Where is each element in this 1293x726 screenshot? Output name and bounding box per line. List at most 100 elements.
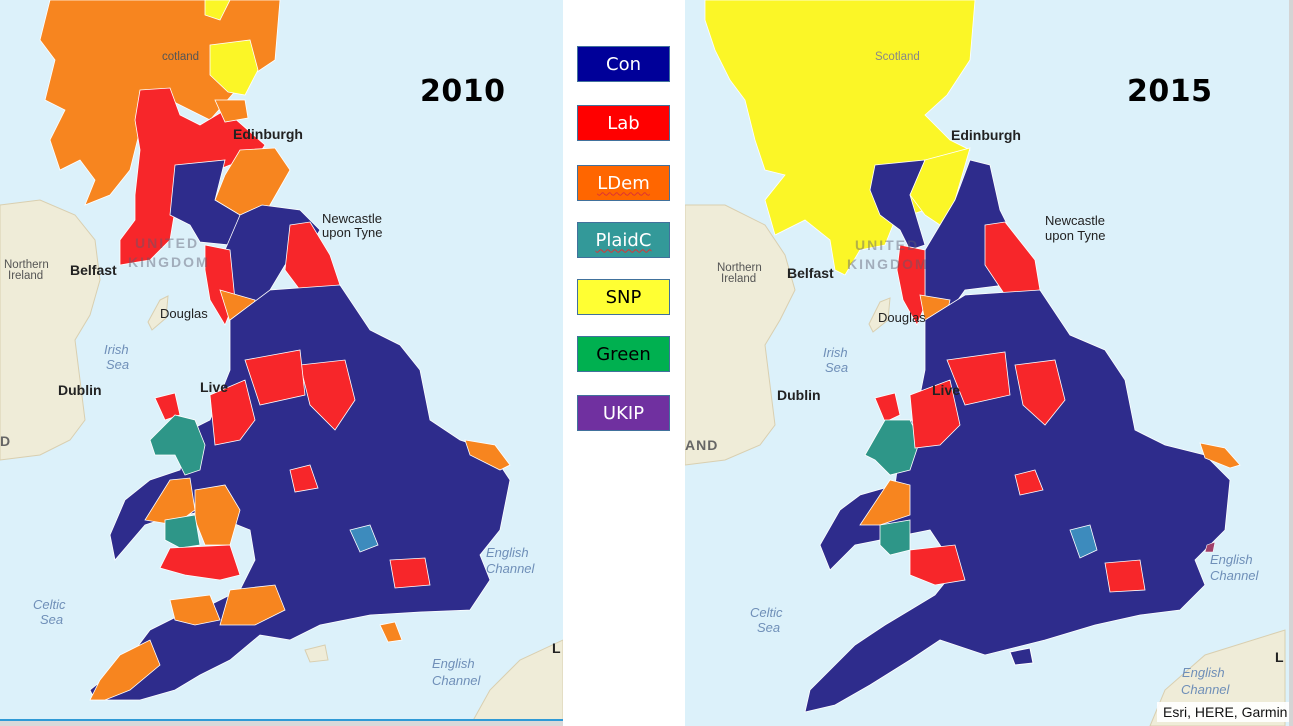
map-2015-canvas [685, 0, 1286, 726]
label-belfast: Belfast [70, 262, 117, 278]
region-carmarthen-plaid [879, 519, 911, 556]
isle-of-wight [1009, 647, 1034, 666]
label-english-channel-1a: English [1210, 552, 1253, 567]
label-edinburgh: Edinburgh [951, 127, 1021, 143]
label-france-partial: L [1275, 649, 1284, 665]
year-label-2010: 2010 [420, 74, 506, 109]
legend-plaidc-label: PlaidC [595, 229, 652, 251]
region-northwest-lab [909, 379, 961, 449]
isle-of-man [147, 295, 169, 331]
label-united: UNITED [135, 235, 200, 251]
region-carmarthen-plaid [164, 514, 201, 549]
region-wells-ldem [219, 584, 286, 626]
legend-ldem-label: LDem [597, 172, 650, 194]
label-english-channel-2a: English [1182, 665, 1225, 680]
right-edge-border [1289, 0, 1293, 726]
legend-green-label: Green [596, 343, 651, 365]
label-ireland-partial: AND [685, 437, 719, 453]
label-newcastle-2: upon Tyne [322, 225, 383, 240]
region-clacton-ukip [1204, 541, 1216, 553]
legend-green: Green [577, 336, 670, 372]
region-snp-north [204, 0, 231, 21]
label-scotland: Scotland [875, 51, 920, 63]
legend-ukip-label: UKIP [602, 402, 645, 424]
region-speaker [349, 524, 379, 553]
legend-con-label: Con [606, 53, 641, 75]
label-belfast: Belfast [787, 265, 834, 281]
label-dublin: Dublin [58, 382, 102, 398]
label-english-channel-1a: English [486, 545, 529, 560]
label-english-channel-2a: English [432, 656, 475, 671]
region-norfolk-ldem [464, 439, 511, 471]
legend-lab-label: Lab [607, 112, 640, 134]
region-anglesey-lab [154, 392, 181, 421]
label-celtic-sea-1: Celtic [33, 597, 66, 612]
region-south-wales-lab [909, 544, 966, 586]
region-south-wales-lab [159, 544, 241, 581]
legend-lab: Lab [577, 105, 670, 141]
label-united: UNITED [855, 237, 920, 253]
isle-of-wight [304, 644, 329, 663]
region-somerset-ldem [169, 594, 221, 626]
legend-snp-label: SNP [605, 286, 642, 308]
label-kingdom: KINGDOM [847, 256, 929, 272]
label-northern-ireland-2: Ireland [721, 273, 757, 285]
label-irish-sea-1: Irish [823, 345, 848, 360]
label-northern-ireland-1: Northern [4, 259, 49, 271]
label-irish-sea-2: Sea [106, 357, 130, 372]
isle-of-man [868, 297, 891, 333]
region-birmingham-lab [289, 464, 319, 493]
label-dublin: Dublin [777, 387, 821, 403]
map-2010[interactable]: 2010 cotland Edinburgh Newcastle upon Ty… [0, 0, 563, 726]
label-douglas: Douglas [878, 310, 926, 325]
label-celtic-sea-1: Celtic [750, 605, 783, 620]
region-eastbourne-ldem [379, 621, 403, 643]
label-celtic-sea-2: Sea [40, 612, 64, 627]
region-norfolk-ldem [1199, 442, 1241, 469]
label-edinburgh: Edinburgh [233, 126, 303, 142]
party-legend: Con Lab LDem PlaidC SNP Green UKIP [563, 0, 685, 726]
label-irish-sea-1: Irish [104, 342, 129, 357]
map-2015[interactable]: 2015 Scotland Edinburgh Newcastle upon T… [685, 0, 1293, 726]
label-celtic-sea-2: Sea [757, 620, 781, 635]
ireland-land [0, 199, 101, 461]
region-fife-ldem [214, 99, 249, 123]
legend-snp: SNP [577, 279, 670, 315]
label-english-channel-2b: Channel [1181, 682, 1230, 697]
region-cornwall-ldem [89, 639, 161, 701]
map-2010-canvas [0, 0, 563, 726]
legend-con: Con [577, 46, 670, 82]
label-newcastle-2: upon Tyne [1045, 228, 1106, 243]
france-land [469, 639, 563, 726]
label-scotland: cotland [162, 51, 200, 63]
region-london-lab [1104, 559, 1146, 593]
label-northern-ireland-1: Northern [717, 262, 762, 274]
label-newcastle-1: Newcastle [322, 211, 382, 226]
region-northwest-lab [209, 379, 256, 446]
label-liverpool: Live [200, 379, 229, 395]
region-england-main [804, 289, 1231, 713]
region-manchester-lab [946, 351, 1011, 406]
year-label-2015: 2015 [1127, 74, 1213, 109]
legend-plaidc: PlaidC [577, 222, 670, 258]
region-yorkshire-lab [1014, 359, 1066, 426]
region-london-lab [389, 557, 431, 589]
label-english-channel-1b: Channel [1210, 568, 1259, 583]
label-english-channel-1b: Channel [486, 561, 535, 576]
region-snp-east [209, 39, 259, 96]
label-douglas: Douglas [160, 306, 208, 321]
label-newcastle-1: Newcastle [1045, 213, 1105, 228]
region-birmingham-lab [1014, 469, 1044, 496]
region-yorkshire-lab [299, 359, 356, 431]
region-anglesey-lab [874, 392, 901, 423]
region-manchester-lab [244, 349, 306, 406]
label-english-channel-2b: Channel [432, 673, 481, 688]
region-england-main [89, 284, 511, 701]
ireland-land [685, 204, 796, 466]
region-gwynedd-plaid [149, 414, 206, 476]
label-ireland-partial: D [0, 433, 11, 449]
label-northern-ireland-2: Ireland [8, 270, 44, 282]
label-kingdom: KINGDOM [128, 254, 210, 270]
label-france-partial: L [552, 640, 561, 656]
map-attribution[interactable]: Esri, HERE, Garmin [1157, 702, 1289, 722]
